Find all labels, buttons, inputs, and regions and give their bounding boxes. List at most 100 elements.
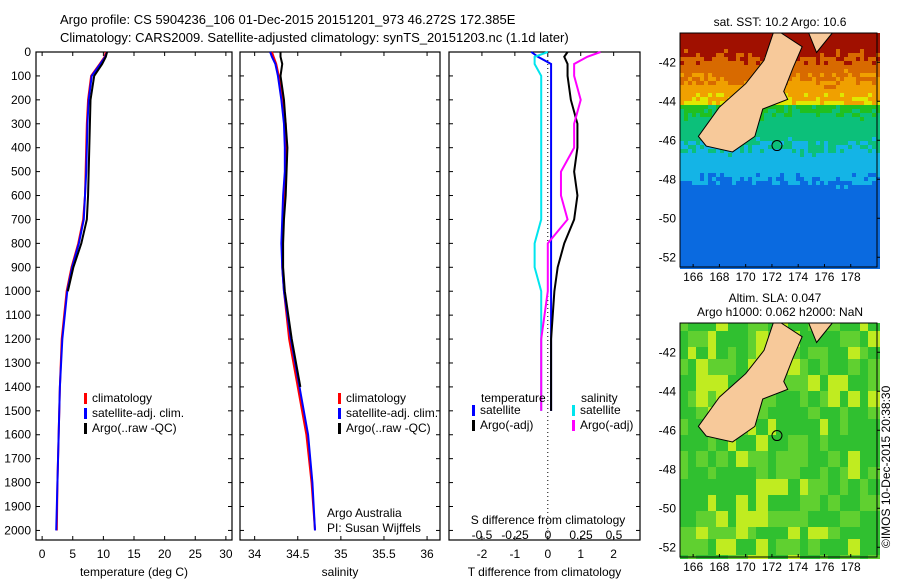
map-cell bbox=[800, 41, 804, 45]
map-cell bbox=[872, 113, 876, 117]
map-cell bbox=[792, 121, 796, 125]
map-cell bbox=[692, 479, 696, 483]
map-cell bbox=[708, 213, 712, 217]
map-cell bbox=[856, 245, 860, 249]
map-cell bbox=[752, 53, 756, 57]
map-cell bbox=[696, 355, 700, 359]
map-cell bbox=[736, 249, 740, 253]
map-cell bbox=[856, 73, 860, 77]
map-cell bbox=[732, 57, 736, 61]
map-cell bbox=[856, 261, 860, 265]
map-cell bbox=[688, 339, 692, 343]
map-cell bbox=[712, 335, 716, 339]
map-cell bbox=[756, 149, 760, 153]
map-cell bbox=[712, 261, 716, 265]
map-cell bbox=[768, 189, 772, 193]
map-cell bbox=[736, 359, 740, 363]
map-cell bbox=[796, 89, 800, 93]
map-cell bbox=[688, 399, 692, 403]
y-tick-label: -50 bbox=[659, 211, 677, 225]
map-cell bbox=[780, 209, 784, 213]
legend-swatch bbox=[572, 405, 575, 416]
map-cell bbox=[784, 145, 788, 149]
map-cell bbox=[732, 375, 736, 379]
map-cell bbox=[724, 463, 728, 467]
map-cell bbox=[788, 109, 792, 113]
map-cell bbox=[756, 225, 760, 229]
map-cell bbox=[860, 45, 864, 49]
map-cell bbox=[868, 85, 872, 89]
map-cell bbox=[756, 323, 760, 327]
map-cell bbox=[832, 53, 836, 57]
map-cell bbox=[768, 205, 772, 209]
map-cell bbox=[688, 209, 692, 213]
map-cell bbox=[704, 443, 708, 447]
map-cell bbox=[756, 53, 760, 57]
map-cell bbox=[724, 503, 728, 507]
map-cell bbox=[740, 77, 744, 81]
map-cell bbox=[728, 483, 732, 487]
map-cell bbox=[788, 205, 792, 209]
map-cell bbox=[772, 487, 776, 491]
map-cell bbox=[752, 65, 756, 69]
map-cell bbox=[680, 343, 684, 347]
map-cell bbox=[728, 451, 732, 455]
map-cell bbox=[780, 221, 784, 225]
map-cell bbox=[852, 157, 856, 161]
map-cell bbox=[716, 327, 720, 331]
map-cell bbox=[860, 89, 864, 93]
map-cell bbox=[776, 253, 780, 257]
map-cell bbox=[804, 133, 808, 137]
map-cell bbox=[760, 129, 764, 133]
map-cell bbox=[692, 327, 696, 331]
map-cell bbox=[800, 89, 804, 93]
map-cell bbox=[824, 137, 828, 141]
map-cell bbox=[792, 415, 796, 419]
map-cell bbox=[704, 97, 708, 101]
map-cell bbox=[844, 253, 848, 257]
map-cell bbox=[680, 121, 684, 125]
map-cell bbox=[864, 161, 868, 165]
map-cell bbox=[792, 387, 796, 391]
map-cell bbox=[696, 383, 700, 387]
map-cell bbox=[708, 331, 712, 335]
map-cell bbox=[788, 323, 792, 327]
map-cell bbox=[820, 185, 824, 189]
map-cell bbox=[780, 411, 784, 415]
map-cell bbox=[752, 527, 756, 531]
map-cell bbox=[780, 137, 784, 141]
map-cell bbox=[816, 205, 820, 209]
map-cell bbox=[844, 241, 848, 245]
map-cell bbox=[824, 217, 828, 221]
map-cell bbox=[756, 221, 760, 225]
map-cell bbox=[728, 447, 732, 451]
map-cell bbox=[816, 169, 820, 173]
map-cell bbox=[784, 487, 788, 491]
map-cell bbox=[752, 507, 756, 511]
map-cell bbox=[776, 121, 780, 125]
map-cell bbox=[768, 483, 772, 487]
map-cell bbox=[820, 85, 824, 89]
map-cell bbox=[696, 327, 700, 331]
map-cell bbox=[792, 85, 796, 89]
map-cell bbox=[712, 463, 716, 467]
map-cell bbox=[840, 233, 844, 237]
map-cell bbox=[692, 73, 696, 77]
map-cell bbox=[776, 455, 780, 459]
map-cell bbox=[824, 65, 828, 69]
map-cell bbox=[712, 65, 716, 69]
map-cell bbox=[692, 165, 696, 169]
map-cell bbox=[832, 245, 836, 249]
map-cell bbox=[800, 153, 804, 157]
map-cell bbox=[796, 391, 800, 395]
map-cell bbox=[724, 323, 728, 327]
map-cell bbox=[764, 463, 768, 467]
map-cell bbox=[700, 531, 704, 535]
map-cell bbox=[796, 419, 800, 423]
map-cell bbox=[756, 161, 760, 165]
map-cell bbox=[784, 459, 788, 463]
map-cell bbox=[752, 535, 756, 539]
map-title: sat. SST: 10.2 Argo: 10.6 bbox=[714, 15, 847, 29]
series-line-t-argo--adj- bbox=[550, 51, 579, 411]
map-cell bbox=[756, 169, 760, 173]
